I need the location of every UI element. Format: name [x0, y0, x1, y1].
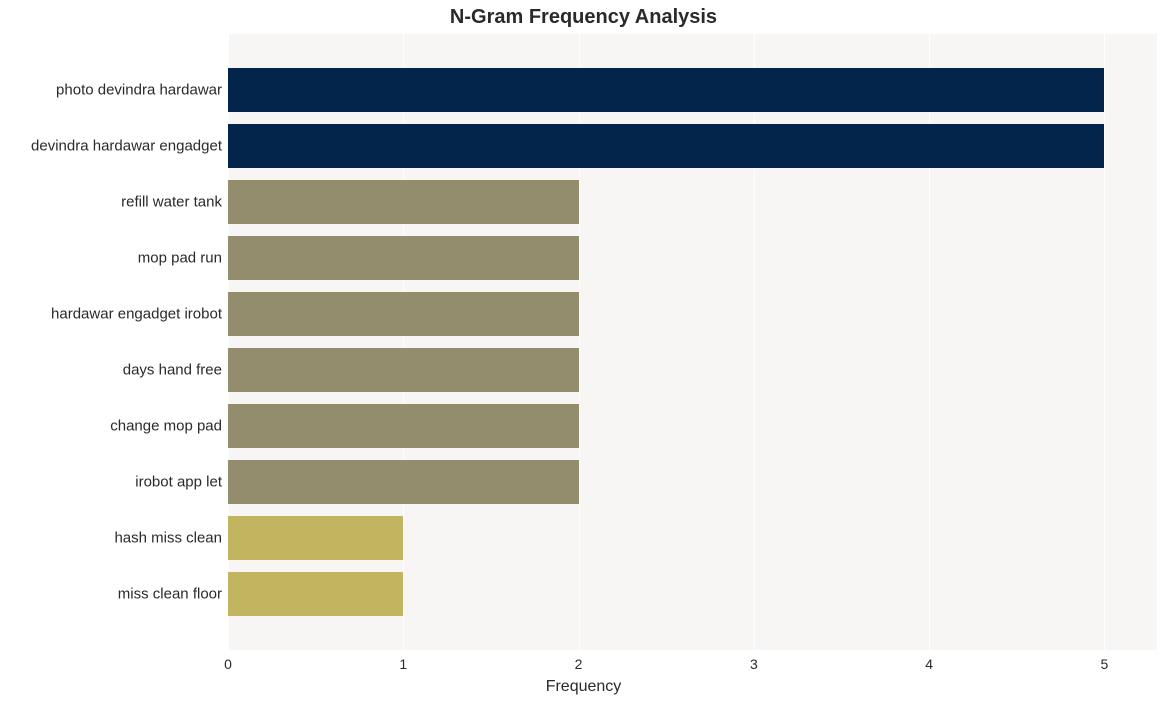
y-tick-label: hardawar engadget irobot — [51, 306, 228, 323]
x-tick-label: 5 — [1101, 650, 1109, 672]
y-tick-label: irobot app let — [135, 474, 228, 491]
x-tick-label: 4 — [925, 650, 933, 672]
chart-title: N-Gram Frequency Analysis — [0, 6, 1167, 29]
y-tick-label: refill water tank — [121, 194, 228, 211]
x-tick-label: 0 — [224, 650, 232, 672]
x-tick-label: 3 — [750, 650, 758, 672]
x-axis-label: Frequency — [0, 678, 1167, 696]
bar — [228, 460, 579, 505]
plot-area: photo devindra hardawardevindra hardawar… — [228, 34, 1157, 650]
bar — [228, 516, 403, 561]
bar — [228, 572, 403, 617]
bar — [228, 124, 1104, 169]
y-tick-label: devindra hardawar engadget — [31, 138, 228, 155]
gridline — [1104, 34, 1105, 650]
bar — [228, 180, 579, 225]
bar — [228, 68, 1104, 113]
y-tick-label: change mop pad — [110, 418, 228, 435]
bar — [228, 404, 579, 449]
bar — [228, 348, 579, 393]
y-tick-label: photo devindra hardawar — [56, 82, 228, 99]
y-tick-label: miss clean floor — [118, 586, 228, 603]
ngram-chart: N-Gram Frequency Analysis photo devindra… — [0, 0, 1167, 701]
y-tick-label: days hand free — [123, 362, 228, 379]
bar — [228, 292, 579, 337]
x-tick-label: 1 — [399, 650, 407, 672]
x-tick-label: 2 — [575, 650, 583, 672]
bar — [228, 236, 579, 281]
y-tick-label: hash miss clean — [114, 530, 228, 547]
y-tick-label: mop pad run — [138, 250, 228, 267]
